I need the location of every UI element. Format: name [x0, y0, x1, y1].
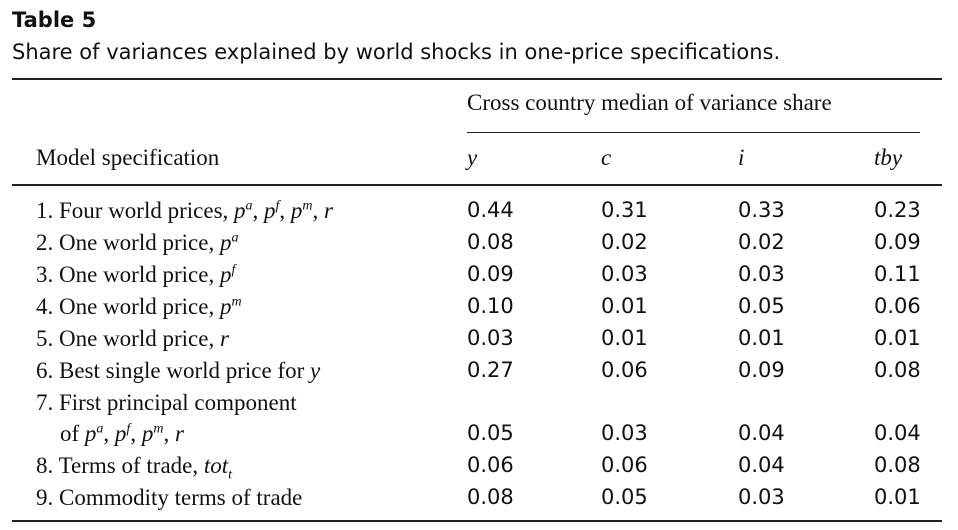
row-label: of pa, pf, pm, r: [60, 421, 184, 446]
cell-i: 0.03: [738, 485, 785, 509]
cell-tby: 0.01: [874, 485, 921, 509]
cell-c: 0.03: [601, 262, 648, 286]
table-row: 7. First principal component: [0, 390, 958, 422]
cell-tby: 0.04: [874, 421, 921, 445]
cell-tby: 0.08: [874, 453, 921, 477]
cell-y: 0.05: [467, 421, 514, 445]
cell-i: 0.09: [738, 358, 785, 382]
row-header: Model specification: [36, 145, 220, 170]
cell-c: 0.06: [601, 453, 648, 477]
row-label: 8. Terms of trade, tott: [36, 453, 233, 483]
table-row: of pa, pf, pm, r 0.05 0.03 0.04 0.04: [0, 421, 958, 453]
group-underline: [467, 132, 920, 133]
column-header-tby: tby: [874, 145, 903, 170]
cell-i: 0.05: [738, 294, 785, 318]
table-row: 6. Best single world price for y 0.27 0.…: [0, 358, 958, 390]
cell-y: 0.08: [467, 485, 514, 509]
cell-tby: 0.23: [874, 198, 921, 222]
row-label: 5. One world price, r: [36, 326, 229, 351]
cell-y: 0.06: [467, 453, 514, 477]
bottom-rule: [12, 520, 942, 522]
table-row: 3. One world price, pf 0.09 0.03 0.03 0.…: [0, 262, 958, 294]
cell-i: 0.03: [738, 262, 785, 286]
cell-c: 0.06: [601, 358, 648, 382]
row-label: 1. Four world prices, pa, pf, pm, r: [36, 198, 333, 223]
top-rule: [12, 78, 942, 80]
cell-i: 0.33: [738, 198, 785, 222]
table-row: 2. One world price, pa 0.08 0.02 0.02 0.…: [0, 230, 958, 262]
cell-y: 0.44: [467, 198, 514, 222]
cell-y: 0.03: [467, 326, 514, 350]
cell-tby: 0.06: [874, 294, 921, 318]
cell-tby: 0.09: [874, 230, 921, 254]
table-row: 9. Commodity terms of trade 0.08 0.05 0.…: [0, 485, 958, 517]
table-row: 5. One world price, r 0.03 0.01 0.01 0.0…: [0, 326, 958, 358]
cell-c: 0.05: [601, 485, 648, 509]
table-caption: Share of variances explained by world sh…: [12, 40, 781, 64]
cell-i: 0.01: [738, 326, 785, 350]
row-label: 3. One world price, pf: [36, 262, 236, 287]
row-label: 9. Commodity terms of trade: [36, 485, 303, 510]
table-row: 4. One world price, pm 0.10 0.01 0.05 0.…: [0, 294, 958, 326]
cell-y: 0.27: [467, 358, 514, 382]
table-row: 1. Four world prices, pa, pf, pm, r 0.44…: [0, 198, 958, 230]
cell-i: 0.04: [738, 453, 785, 477]
cell-i: 0.04: [738, 421, 785, 445]
row-label: 4. One world price, pm: [36, 294, 242, 319]
row-label: 6. Best single world price for y: [36, 358, 321, 383]
cell-c: 0.01: [601, 294, 648, 318]
column-header-c: c: [601, 145, 612, 170]
cell-i: 0.02: [738, 230, 785, 254]
header-rule: [12, 184, 942, 186]
table-title: Table 5: [12, 8, 97, 32]
cell-tby: 0.08: [874, 358, 921, 382]
cell-y: 0.10: [467, 294, 514, 318]
cell-c: 0.31: [601, 198, 648, 222]
cell-c: 0.03: [601, 421, 648, 445]
table-row: 8. Terms of trade, tott 0.06 0.06 0.04 0…: [0, 453, 958, 485]
column-header-y: y: [467, 145, 478, 170]
group-header: Cross country median of variance share: [467, 90, 832, 115]
cell-y: 0.08: [467, 230, 514, 254]
cell-tby: 0.11: [874, 262, 921, 286]
column-header-i: i: [738, 145, 745, 170]
row-label: 2. One world price, pa: [36, 230, 239, 255]
cell-c: 0.02: [601, 230, 648, 254]
row-label: 7. First principal component: [36, 390, 297, 415]
cell-c: 0.01: [601, 326, 648, 350]
cell-tby: 0.01: [874, 326, 921, 350]
cell-y: 0.09: [467, 262, 514, 286]
